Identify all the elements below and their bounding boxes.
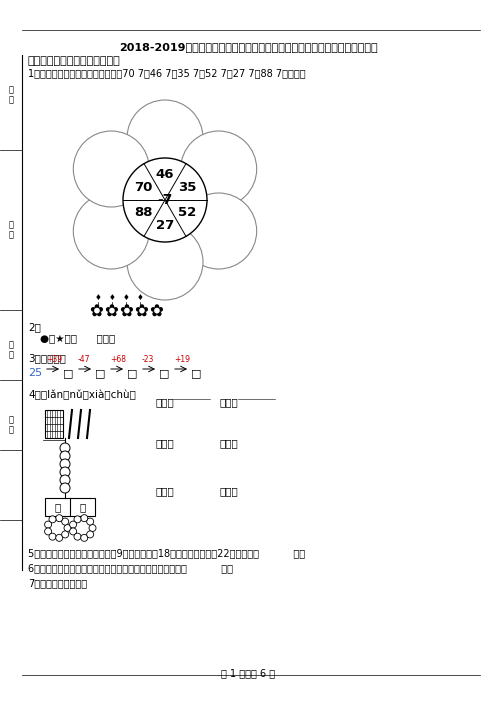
Text: 姓: 姓 — [8, 220, 13, 230]
Bar — [45, 410, 63, 438]
Circle shape — [74, 533, 81, 540]
Circle shape — [62, 518, 68, 525]
Circle shape — [69, 528, 76, 535]
Text: 3．连续算．: 3．连续算． — [28, 353, 66, 363]
Circle shape — [87, 531, 94, 538]
Text: ✿: ✿ — [149, 303, 163, 321]
Text: □: □ — [63, 368, 73, 378]
Text: 46: 46 — [156, 168, 174, 181]
Circle shape — [62, 531, 68, 538]
Circle shape — [56, 515, 62, 522]
Text: 读作：: 读作： — [220, 486, 239, 496]
Text: 号: 号 — [8, 425, 13, 435]
Text: 2．: 2． — [28, 322, 41, 332]
Circle shape — [60, 467, 70, 477]
Text: 6．小朋友站队做操，丽丽站在小兰的东面，小兰站在丽丽的           面。: 6．小朋友站队做操，丽丽站在小兰的东面，小兰站在丽丽的 面。 — [28, 563, 233, 573]
Text: 4．看lǎn图nǔ写xià数chù。: 4．看lǎn图nǔ写xià数chù。 — [28, 390, 136, 400]
Text: ♦: ♦ — [95, 293, 102, 303]
Text: 个: 个 — [79, 502, 86, 512]
Text: 题: 题 — [8, 416, 13, 425]
Text: 1．把正确的得数写在花瓣上。（按70 7、46 7、35 7、52 7、27 7、88 7的顺序）: 1．把正确的得数写在花瓣上。（按70 7、46 7、35 7、52 7、27 7… — [28, 68, 306, 78]
Circle shape — [74, 516, 81, 523]
Text: 写作：: 写作： — [155, 397, 174, 407]
Text: 分: 分 — [8, 86, 13, 95]
Text: ♦: ♦ — [136, 293, 143, 303]
Text: ✿: ✿ — [89, 303, 103, 321]
Text: ●比★少（      ）片。: ●比★少（ ）片。 — [40, 334, 115, 344]
Circle shape — [127, 100, 203, 176]
Circle shape — [64, 524, 71, 531]
Text: 5．体育课上，在操场上跑步的有9人，跳绳的有18人，打羽毛球的有22人，一共有           人。: 5．体育课上，在操场上跑步的有9人，跳绳的有18人，打羽毛球的有22人，一共有 … — [28, 548, 305, 558]
Text: 第 1 页，共 6 页: 第 1 页，共 6 页 — [221, 668, 275, 678]
Circle shape — [45, 528, 52, 535]
Circle shape — [127, 224, 203, 300]
Circle shape — [69, 521, 76, 528]
Text: -23: -23 — [142, 355, 154, 364]
Text: 写作：: 写作： — [155, 438, 174, 448]
Text: ♦: ♦ — [109, 293, 116, 303]
Text: □: □ — [191, 368, 201, 378]
Bar — [45, 498, 95, 516]
Text: +39: +39 — [46, 355, 62, 364]
Text: 读作：: 读作： — [220, 438, 239, 448]
Text: ✿: ✿ — [104, 303, 118, 321]
Text: 十: 十 — [55, 502, 61, 512]
Circle shape — [181, 131, 257, 207]
Circle shape — [81, 515, 88, 522]
Circle shape — [49, 533, 56, 540]
Circle shape — [89, 524, 96, 531]
Circle shape — [73, 193, 149, 269]
Text: 一、想一想，填一填（填空题）: 一、想一想，填一填（填空题） — [28, 56, 121, 66]
Text: ✿: ✿ — [119, 303, 133, 321]
Text: □: □ — [159, 368, 170, 378]
Circle shape — [87, 518, 94, 525]
Circle shape — [60, 443, 70, 453]
Circle shape — [49, 516, 56, 523]
Circle shape — [56, 534, 62, 541]
Text: -7: -7 — [157, 193, 173, 207]
Text: 27: 27 — [156, 219, 174, 232]
Text: 级: 级 — [8, 350, 13, 359]
Circle shape — [181, 193, 257, 269]
Text: 读作：: 读作： — [220, 397, 239, 407]
Text: ♦: ♦ — [123, 293, 129, 303]
Text: 数: 数 — [8, 95, 13, 105]
Circle shape — [60, 483, 70, 493]
Text: 写作：: 写作： — [155, 486, 174, 496]
Circle shape — [60, 451, 70, 461]
Text: ✿: ✿ — [134, 303, 148, 321]
Circle shape — [60, 475, 70, 485]
Circle shape — [81, 534, 88, 541]
Text: □: □ — [95, 368, 106, 378]
Text: -47: -47 — [78, 355, 90, 364]
Text: 70: 70 — [134, 181, 152, 194]
Text: 班: 班 — [8, 340, 13, 350]
Circle shape — [123, 158, 207, 242]
Circle shape — [45, 521, 52, 528]
Text: 2018-2019年大连市沙河口区东北路小学一年级上册数学模拟期末测试无答案: 2018-2019年大连市沙河口区东北路小学一年级上册数学模拟期末测试无答案 — [119, 42, 377, 52]
Text: 35: 35 — [178, 181, 196, 194]
Text: +19: +19 — [174, 355, 190, 364]
Text: +68: +68 — [110, 355, 126, 364]
Circle shape — [73, 131, 149, 207]
Text: 88: 88 — [134, 206, 152, 219]
Text: 7．想一想，填一填．: 7．想一想，填一填． — [28, 578, 87, 588]
Text: 52: 52 — [178, 206, 196, 219]
Text: □: □ — [127, 368, 137, 378]
Circle shape — [60, 459, 70, 469]
Text: 名: 名 — [8, 230, 13, 239]
Text: 25: 25 — [28, 368, 42, 378]
